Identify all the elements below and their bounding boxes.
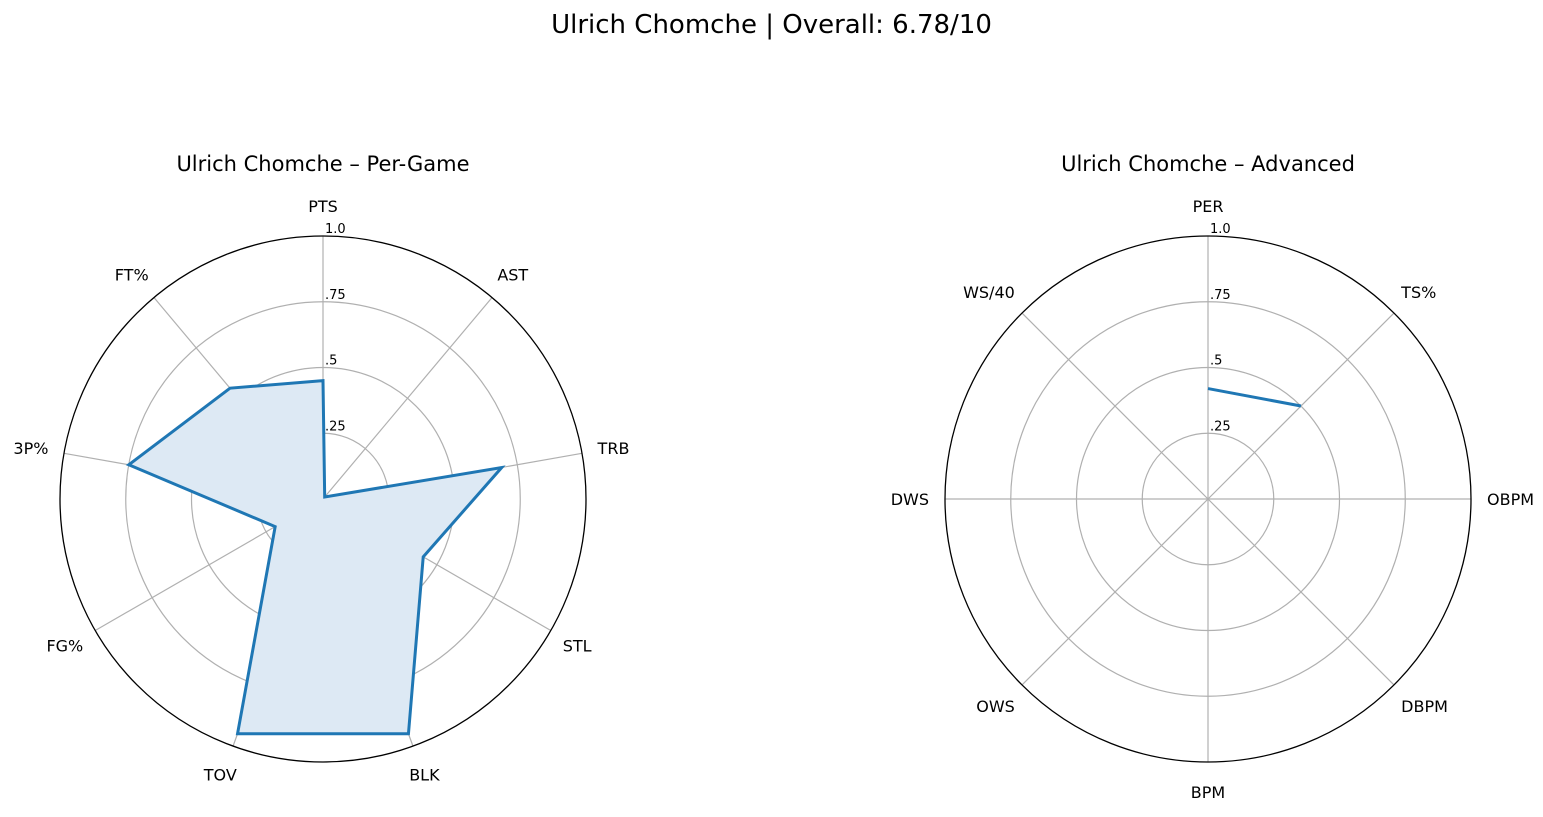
per-game-category-label: AST <box>497 266 528 285</box>
advanced-category-label: PER <box>1193 197 1224 216</box>
per-game-rtick-label: 1.0 <box>325 222 346 237</box>
per-game-rtick-label: .75 <box>325 288 346 303</box>
advanced-spoke <box>1021 312 1209 500</box>
advanced-outer-ring <box>944 235 1472 763</box>
per-game-series-area <box>128 380 502 734</box>
advanced-category-label: DBPM <box>1401 697 1448 716</box>
per-game-category-label: PTS <box>308 197 338 216</box>
advanced-spoke <box>1207 312 1395 500</box>
advanced-spoke <box>1021 498 1209 686</box>
advanced-rtick-label: .25 <box>1210 419 1231 434</box>
figure-title: Ulrich Chomche | Overall: 6.78/10 <box>551 10 992 40</box>
per-game-outer-ring <box>59 235 587 763</box>
advanced-category-label: BPM <box>1191 783 1225 802</box>
advanced-series-line <box>1207 387 1302 408</box>
per-game-category-label: TRB <box>597 439 630 458</box>
advanced-spoke <box>1207 498 1395 686</box>
per-game-rtick-label: .5 <box>325 354 337 369</box>
advanced-title: Ulrich Chomche – Advanced <box>1061 152 1355 176</box>
per-game-radar: Ulrich Chomche – Per-Game .25 .5 .75 1.0 PTS A… <box>13 152 629 784</box>
per-game-spoke <box>322 297 493 500</box>
advanced-category-label: DWS <box>891 490 929 509</box>
per-game-category-label: FG% <box>46 637 83 656</box>
per-game-series-line <box>125 379 506 736</box>
per-game-category-label: STL <box>563 637 592 656</box>
advanced-radar: Ulrich Chomche – Advanced .25 .5 .75 1.0 PER T… <box>891 152 1534 802</box>
advanced-rtick-label: 1.0 <box>1210 222 1231 237</box>
advanced-category-label: OBPM <box>1487 490 1534 509</box>
advanced-category-label: OWS <box>976 697 1015 716</box>
per-game-category-label: 3P% <box>13 439 48 458</box>
advanced-rtick-label: .75 <box>1210 288 1231 303</box>
per-game-category-label: TOV <box>203 765 237 784</box>
advanced-category-label: WS/40 <box>963 283 1015 302</box>
per-game-rtick-label: .25 <box>325 419 346 434</box>
per-game-category-label: BLK <box>409 765 440 784</box>
per-game-category-label: FT% <box>115 266 149 285</box>
advanced-category-label: TS% <box>1400 283 1436 302</box>
advanced-rtick-label: .5 <box>1210 354 1222 369</box>
per-game-title: Ulrich Chomche – Per-Game <box>176 152 469 176</box>
